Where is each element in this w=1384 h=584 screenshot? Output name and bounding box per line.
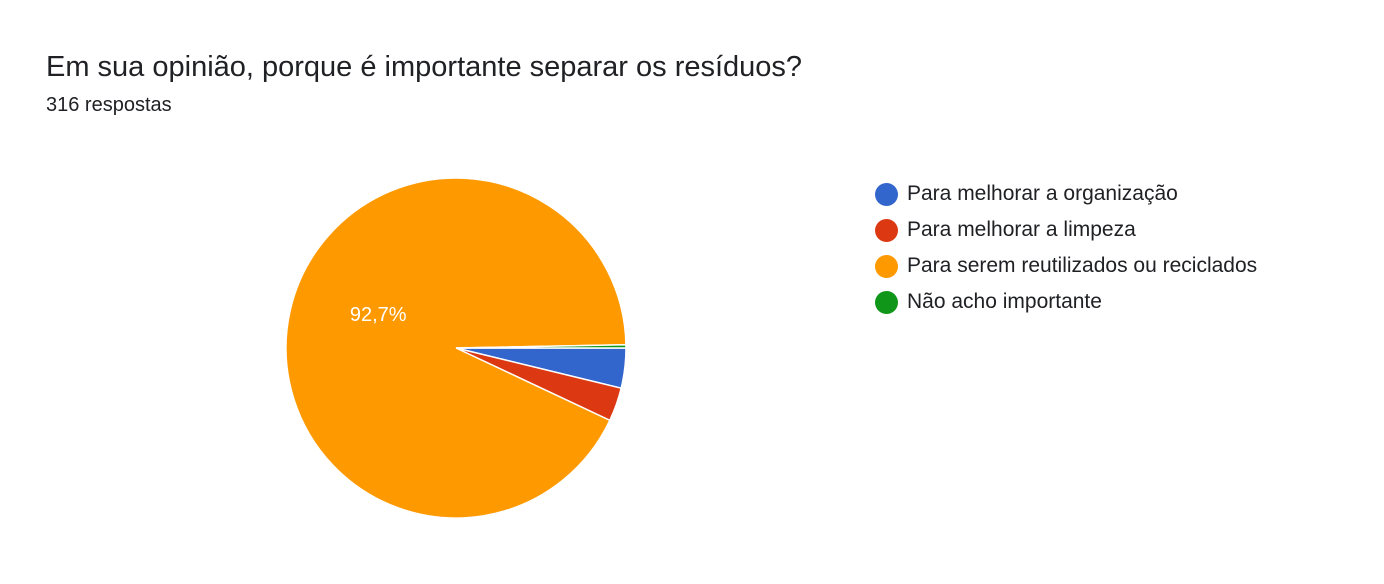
legend-label: Para melhorar a limpeza xyxy=(907,218,1136,241)
pie-slice-3[interactable] xyxy=(455,344,627,349)
legend-label: Para melhorar a organização xyxy=(907,182,1178,205)
chart-header: Em sua opinião, porque é importante sepa… xyxy=(46,48,802,118)
legend-label: Não acho importante xyxy=(907,290,1102,313)
response-count: 316 respostas xyxy=(46,94,172,116)
legend-swatch-icon xyxy=(875,182,898,206)
legend-swatch-icon xyxy=(875,254,898,278)
pie-slice-2-data-label: 92,7% xyxy=(350,304,407,326)
chart-legend: Para melhorar a organização Para melhorar… xyxy=(875,176,1257,320)
legend-item-0[interactable]: Para melhorar a organização xyxy=(875,176,1257,212)
legend-item-3[interactable]: Não acho importante xyxy=(875,284,1257,320)
legend-item-1[interactable]: Para melhorar a limpeza xyxy=(875,212,1257,248)
legend-item-2[interactable]: Para serem reutilizados ou reciclados xyxy=(875,248,1257,284)
legend-swatch-icon xyxy=(875,218,898,242)
chart-title: Em sua opinião, porque é importante sepa… xyxy=(46,51,803,83)
legend-swatch-icon xyxy=(875,290,898,314)
legend-label: Para serem reutilizados ou reciclados xyxy=(907,254,1258,277)
